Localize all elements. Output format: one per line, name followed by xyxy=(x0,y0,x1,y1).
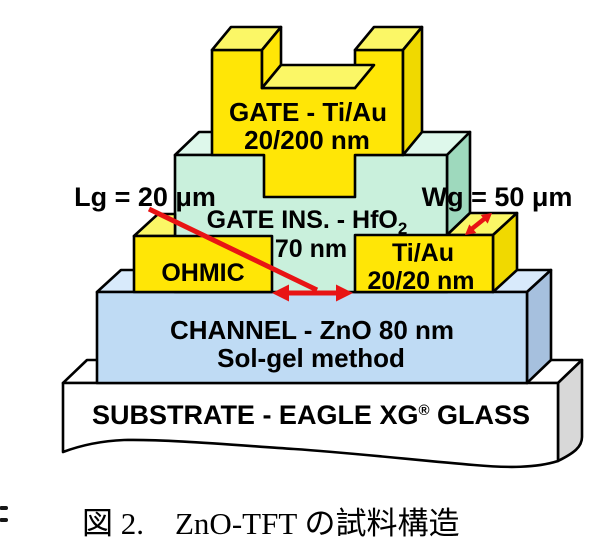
gate-width-label: Wg = 50 μm xyxy=(422,182,573,212)
gate-label-line1: GATE - Ti/Au xyxy=(229,97,387,127)
gate-right-face xyxy=(401,25,424,157)
figure-caption: 図 2. ZnO-TFT の試料構造 xyxy=(82,506,460,541)
gate-width-arrowhead-lower xyxy=(465,224,477,235)
substrate-label: SUBSTRATE - EAGLE XG® GLASS xyxy=(92,400,530,430)
channel-label-line2: Sol-gel method xyxy=(217,343,405,373)
gate-label-line2: 20/200 nm xyxy=(244,125,370,155)
drain-contact-front-face xyxy=(353,233,495,294)
gate-layer: GATE - Ti/Au 20/200 nm xyxy=(210,25,424,199)
clipped-glyph-stroke-top xyxy=(0,506,8,510)
gate-width-arrow-shaft xyxy=(469,215,488,232)
gate-length-leader-line xyxy=(147,206,319,293)
gate-length-arrowhead-right xyxy=(336,284,353,302)
channel-label-line1: CHANNEL - ZnO 80 nm xyxy=(170,315,454,345)
drain-contact-label-line1: Ti/Au xyxy=(392,239,454,267)
gate-insulator-label: GATE INS. - HfO2 xyxy=(207,206,408,238)
dimension-annotations: Lg = 20 μm Wg = 50 μm xyxy=(74,182,572,302)
drain-contact-block: Ti/Au 20/20 nm xyxy=(353,211,519,295)
gate-length-label: Lg = 20 μm xyxy=(74,182,216,212)
gate-length-arrowhead-left xyxy=(272,284,289,302)
substrate-front-face xyxy=(61,381,560,469)
substrate-layer: SUBSTRATE - EAGLE XG® GLASS xyxy=(61,358,584,469)
drain-contact-label-line2: 20/20 nm xyxy=(367,267,474,295)
clipped-glyph-stroke-bottom xyxy=(0,518,8,522)
gate-insulator-thickness-label: 70 nm xyxy=(275,235,347,263)
ohmic-label: OHMIC xyxy=(161,259,244,287)
gate-notch-floor-face xyxy=(260,63,376,90)
gate-width-arrowhead-upper xyxy=(480,213,492,224)
